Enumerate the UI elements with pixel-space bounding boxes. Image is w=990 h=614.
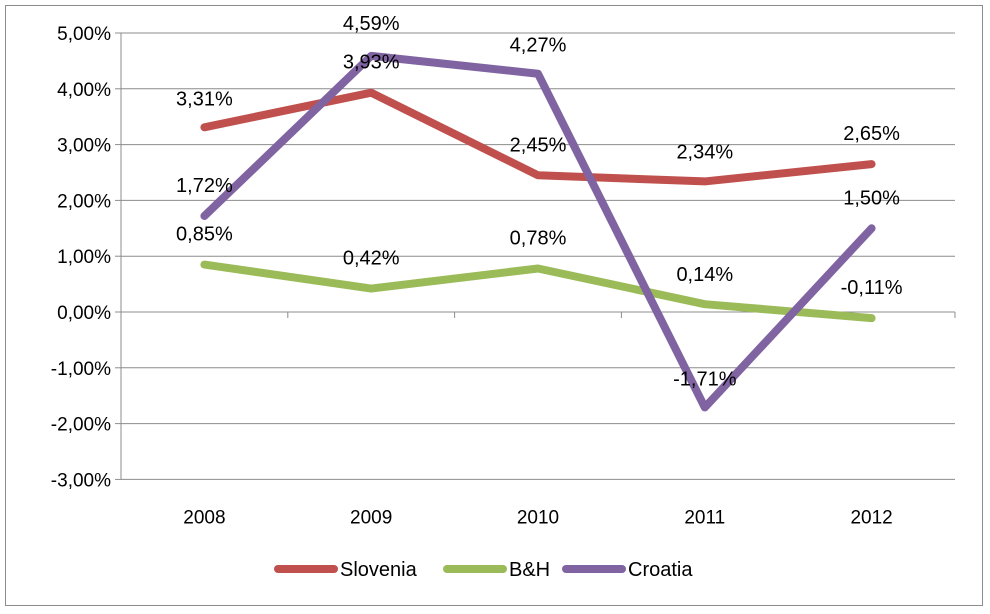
data-label: 1,50% [843, 187, 900, 209]
data-label: 3,93% [343, 52, 400, 74]
x-tick-label: 2012 [850, 507, 892, 528]
x-tick-label: 2008 [183, 507, 225, 528]
data-label: 4,27% [510, 35, 567, 57]
data-label: 0,85% [176, 224, 233, 246]
data-label: 3,31% [176, 88, 233, 110]
data-label: -0,11% [841, 277, 903, 299]
data-label: 4,59% [343, 13, 400, 35]
data-label: 0,42% [343, 248, 400, 270]
x-tick-label: 2009 [350, 507, 392, 528]
legend-label: Slovenia [340, 559, 418, 581]
legend-label: Croatia [628, 559, 693, 581]
y-tick-label: 4,00% [57, 80, 111, 101]
y-tick-label: 1,00% [57, 247, 111, 268]
chart-frame [5, 5, 983, 606]
data-label: 1,72% [176, 175, 233, 197]
legend: Slovenia B&H Croatia [274, 559, 693, 581]
data-label: 2,34% [676, 141, 733, 163]
y-axis-tick-labels: 5,00% 4,00% 3,00% 2,00% 1,00% 0,00% -1,00% -2,0… [51, 24, 111, 491]
data-label: 2,65% [843, 123, 900, 145]
data-labels: 3,31% 3,93% 2,45% 2,34% 2,65% 0,85% 0,42% 0,78%… [176, 13, 903, 391]
x-axis-tick-labels: 2008 2009 2010 2011 2012 [183, 507, 892, 528]
data-label: -1,71% [673, 368, 737, 390]
data-label: 2,45% [510, 134, 567, 156]
x-tick-label: 2011 [684, 507, 725, 528]
y-tick-label: 3,00% [57, 136, 111, 157]
y-tick-label: -2,00% [51, 415, 111, 436]
y-tick-label: -1,00% [51, 359, 111, 380]
series-lines [200, 51, 876, 412]
series-line-b-h [200, 260, 876, 323]
grid-lines [115, 32, 955, 480]
y-tick-label: 5,00% [57, 24, 111, 45]
data-label: 0,14% [676, 264, 733, 286]
y-tick-label: -3,00% [51, 470, 111, 491]
y-tick-label: 0,00% [57, 303, 111, 324]
x-tick-label: 2010 [517, 507, 559, 528]
series-line-croatia [200, 51, 876, 412]
legend-label: B&H [509, 559, 550, 581]
y-tick-label: 2,00% [57, 191, 111, 212]
data-label: 0,78% [510, 227, 567, 249]
